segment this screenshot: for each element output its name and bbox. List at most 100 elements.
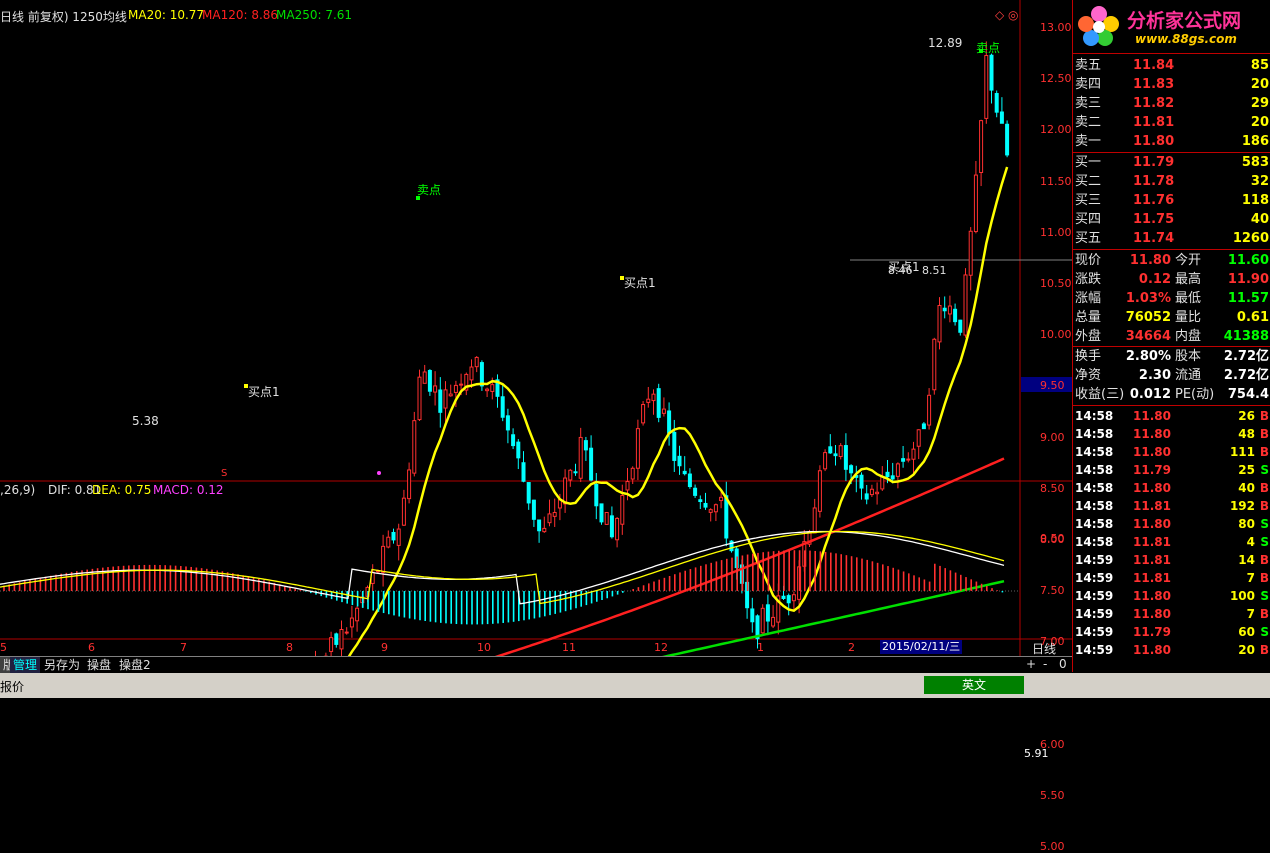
quote-row[interactable]: 涨幅 1.03% 最低 11.57	[1073, 289, 1270, 308]
bid-row[interactable]: 买三 11.76 118	[1073, 191, 1270, 210]
quote-row[interactable]: 外盘 34664 内盘 41388	[1073, 327, 1270, 346]
info-row[interactable]: 收益(三) 0.012 PE(动) 754.4	[1073, 385, 1270, 404]
tab-trade[interactable]: 操盘	[87, 658, 112, 672]
tick-row[interactable]: 14:58 11.80 80 S	[1073, 515, 1270, 533]
ask-row[interactable]: 卖五 11.84 85	[1073, 56, 1270, 75]
input-mode-button[interactable]: 英文	[924, 676, 1024, 694]
candle-body	[823, 452, 828, 470]
quote-label: 总量	[1075, 310, 1102, 325]
candle-body	[339, 628, 344, 650]
buy-signal-label: 买点1	[888, 260, 920, 274]
kline-chart[interactable]: 日线 前复权) 1250均线 MA20: 10.77 MA120: 8.86 M…	[0, 0, 1072, 853]
tick-row[interactable]: 14:59 11.80 100 S	[1073, 587, 1270, 605]
tick-row[interactable]: 14:58 11.79 25 S	[1073, 461, 1270, 479]
candle-body	[485, 388, 490, 392]
date-tick-label: 12	[654, 641, 668, 654]
candle-body	[729, 540, 734, 552]
candle-body	[672, 431, 677, 461]
candle-body	[750, 608, 755, 623]
tick-volume: 7	[1246, 571, 1255, 585]
candle-body	[511, 434, 516, 447]
candle-body	[646, 398, 651, 403]
candle-body	[989, 54, 994, 91]
low-price-label: 5.38	[132, 414, 159, 428]
tick-row[interactable]: 14:59 11.80 7 B	[1073, 605, 1270, 623]
tick-volume: 40	[1238, 481, 1255, 495]
tick-row[interactable]: 14:58 11.80 40 B	[1073, 479, 1270, 497]
ma120-legend: MA120: 8.86	[202, 8, 279, 22]
ask-row[interactable]: 卖一 11.80 186	[1073, 132, 1270, 151]
tick-row[interactable]: 14:59 11.81 7 B	[1073, 569, 1270, 587]
zoom-out-button[interactable]: -	[1043, 657, 1048, 671]
tick-time: 14:58	[1075, 409, 1114, 423]
info-row[interactable]: 换手 2.80% 股本 2.72亿	[1073, 347, 1270, 366]
tick-row[interactable]: 14:58 11.80 26 B	[1073, 407, 1270, 425]
quote-value: 34664	[1125, 329, 1171, 344]
ask-level-label: 卖一	[1075, 134, 1102, 149]
reset-button[interactable]: 0	[1059, 657, 1067, 671]
logo-brand-text: 分析家公式网	[1127, 10, 1242, 32]
logo-banner: 分析家公式网 www.88gs.com	[1075, 2, 1269, 50]
ask-price: 11.80	[1133, 134, 1175, 149]
ask-row[interactable]: 卖四 11.83 20	[1073, 75, 1270, 94]
date-tick-label: 7	[180, 641, 187, 654]
bid-row[interactable]: 买四 11.75 40	[1073, 210, 1270, 229]
tick-volume: 80	[1238, 517, 1255, 531]
chart-corner-icons[interactable]: ◇ ◎	[995, 8, 1019, 22]
bid-price: 11.75	[1133, 212, 1175, 227]
bid-row[interactable]: 买二 11.78 32	[1073, 172, 1270, 191]
zoom-in-button[interactable]: +	[1026, 657, 1037, 671]
quote-row[interactable]: 现价 11.80 今开 11.60	[1073, 251, 1270, 270]
info-value: 2.30	[1138, 368, 1171, 383]
candle-body	[682, 470, 687, 475]
tick-row[interactable]: 14:58 11.81 4 S	[1073, 533, 1270, 551]
tick-row[interactable]: 14:58 11.80 48 B	[1073, 425, 1270, 443]
tick-price: 11.80	[1133, 481, 1171, 495]
candle-body	[677, 455, 682, 467]
price-tick-label: 10.00	[1040, 328, 1072, 342]
tab-manage[interactable]: 管理	[10, 657, 41, 673]
info-row[interactable]: 净资 2.30 流通 2.72亿	[1073, 366, 1270, 385]
tick-row[interactable]: 14:59 11.81 14 B	[1073, 551, 1270, 569]
bid-row[interactable]: 买五 11.74 1260	[1073, 229, 1270, 248]
tick-row[interactable]: 14:58 11.80 111 B	[1073, 443, 1270, 461]
quote-panel: 分析家公式网 www.88gs.com 卖五 11.84 85 卖四 11.83 20 卖三…	[1072, 0, 1270, 672]
candle-body	[500, 396, 505, 418]
tick-row[interactable]: 14:59 11.80 20 B	[1073, 641, 1270, 659]
tick-row[interactable]: 14:59 11.79 60 S	[1073, 623, 1270, 641]
date-tick-label: 1	[757, 641, 764, 654]
tab-trade-2[interactable]: 操盘2	[119, 658, 151, 672]
candle-body	[895, 463, 900, 477]
macd-axis-label: 0.50	[1040, 532, 1065, 545]
candle-body	[999, 111, 1004, 124]
tick-row[interactable]: 14:58 11.81 192 B	[1073, 497, 1270, 515]
status-quote[interactable]: 报价	[0, 680, 25, 694]
quote-label: 内盘	[1175, 329, 1202, 344]
quote-row[interactable]: 总量 76052 量比 0.61	[1073, 308, 1270, 327]
candle-body	[412, 420, 417, 474]
bid-row[interactable]: 买一 11.79 583	[1073, 153, 1270, 172]
chart-canvas[interactable]	[0, 0, 1072, 660]
candle-body	[994, 93, 999, 113]
date-tick-label: 2	[848, 641, 855, 654]
buy-signal-label: 买点1	[624, 276, 656, 290]
ask-row[interactable]: 卖二 11.81 20	[1073, 113, 1270, 132]
info-label: 收益(三)	[1075, 387, 1125, 402]
quote-row[interactable]: 涨跌 0.12 最高 11.90	[1073, 270, 1270, 289]
candle-body	[349, 617, 354, 628]
tick-price: 11.81	[1133, 499, 1171, 513]
tab-save-as[interactable]: 另存为	[44, 658, 81, 672]
period-label[interactable]: 日线	[1032, 642, 1057, 656]
candle-body	[755, 615, 760, 640]
tick-time: 14:58	[1075, 427, 1114, 441]
ask-row[interactable]: 卖三 11.82 29	[1073, 94, 1270, 113]
candle-body	[693, 487, 698, 496]
candle-body	[781, 595, 786, 599]
price-tick-label: 8.00	[1040, 533, 1065, 546]
candle-body	[968, 230, 973, 276]
ask-level-label: 卖五	[1075, 58, 1102, 73]
candle-body	[937, 305, 942, 343]
quote-label: 最低	[1175, 291, 1202, 306]
buy-signal-dot	[244, 384, 248, 388]
price-tick-label: 13.00	[1040, 21, 1072, 34]
